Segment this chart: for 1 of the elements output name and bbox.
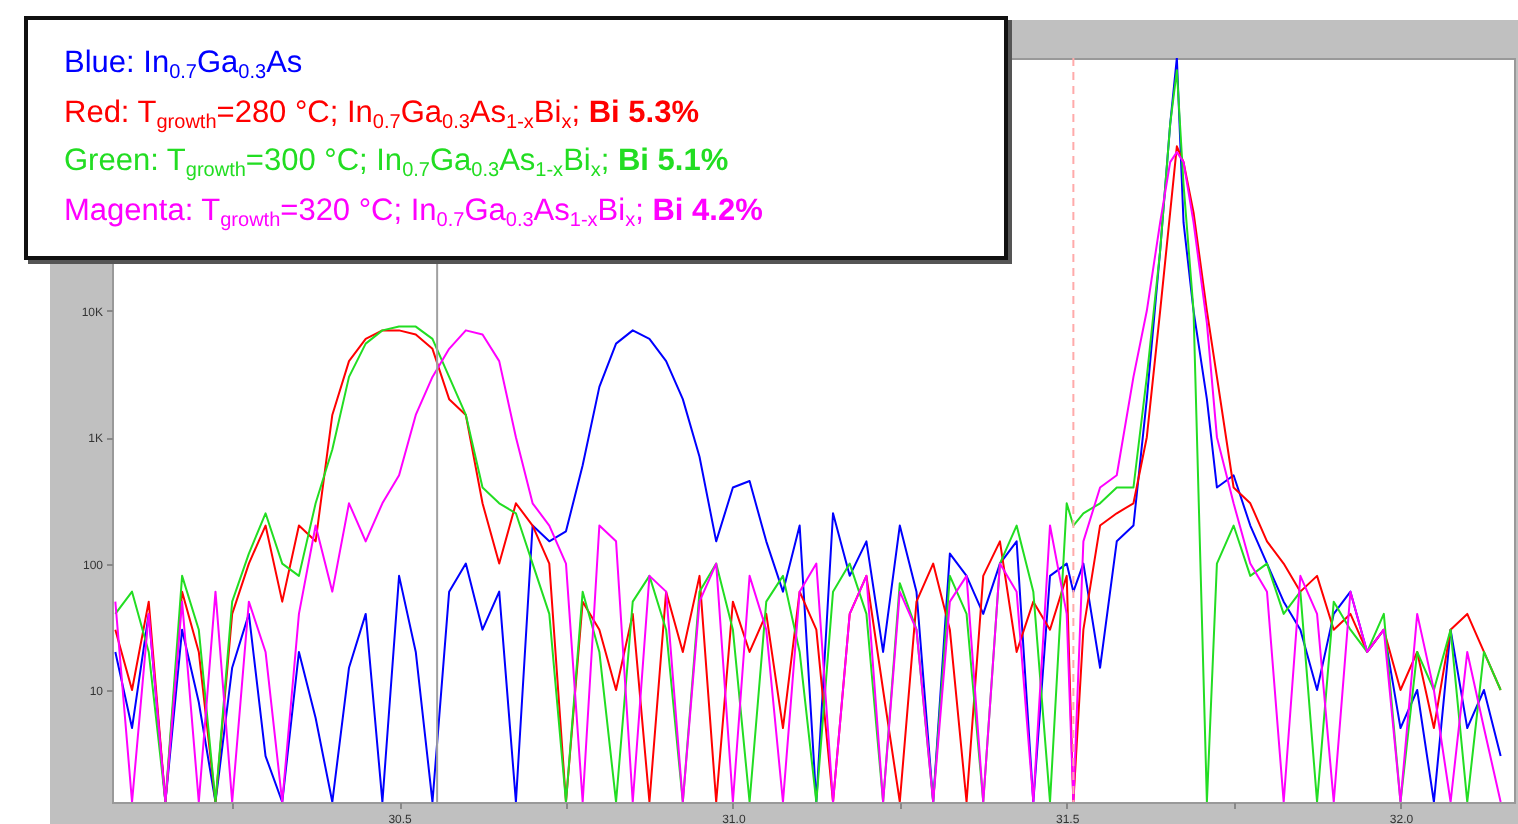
legend: Blue: In$_{0.7}$Ga$_{0.3}$As Red: T$_{growth}$=280 °C; In$_{0.7}$Ga$_{0.3}$As$_{1-x}$Bi$_{x}$; Bi 5.3% Green: T$_{growth}$=300 °C; In$_{0.7}$Ga$_{0.3}$As$_{1-x}$Bi$_{x}$; Bi 5.1% Magenta: T$_{growth}$=320 °C; In$_{0.7}$Ga$_{0.3}$As$_{1-x}$Bi$_{x}$; Bi 4.2%: [24, 16, 1008, 260]
